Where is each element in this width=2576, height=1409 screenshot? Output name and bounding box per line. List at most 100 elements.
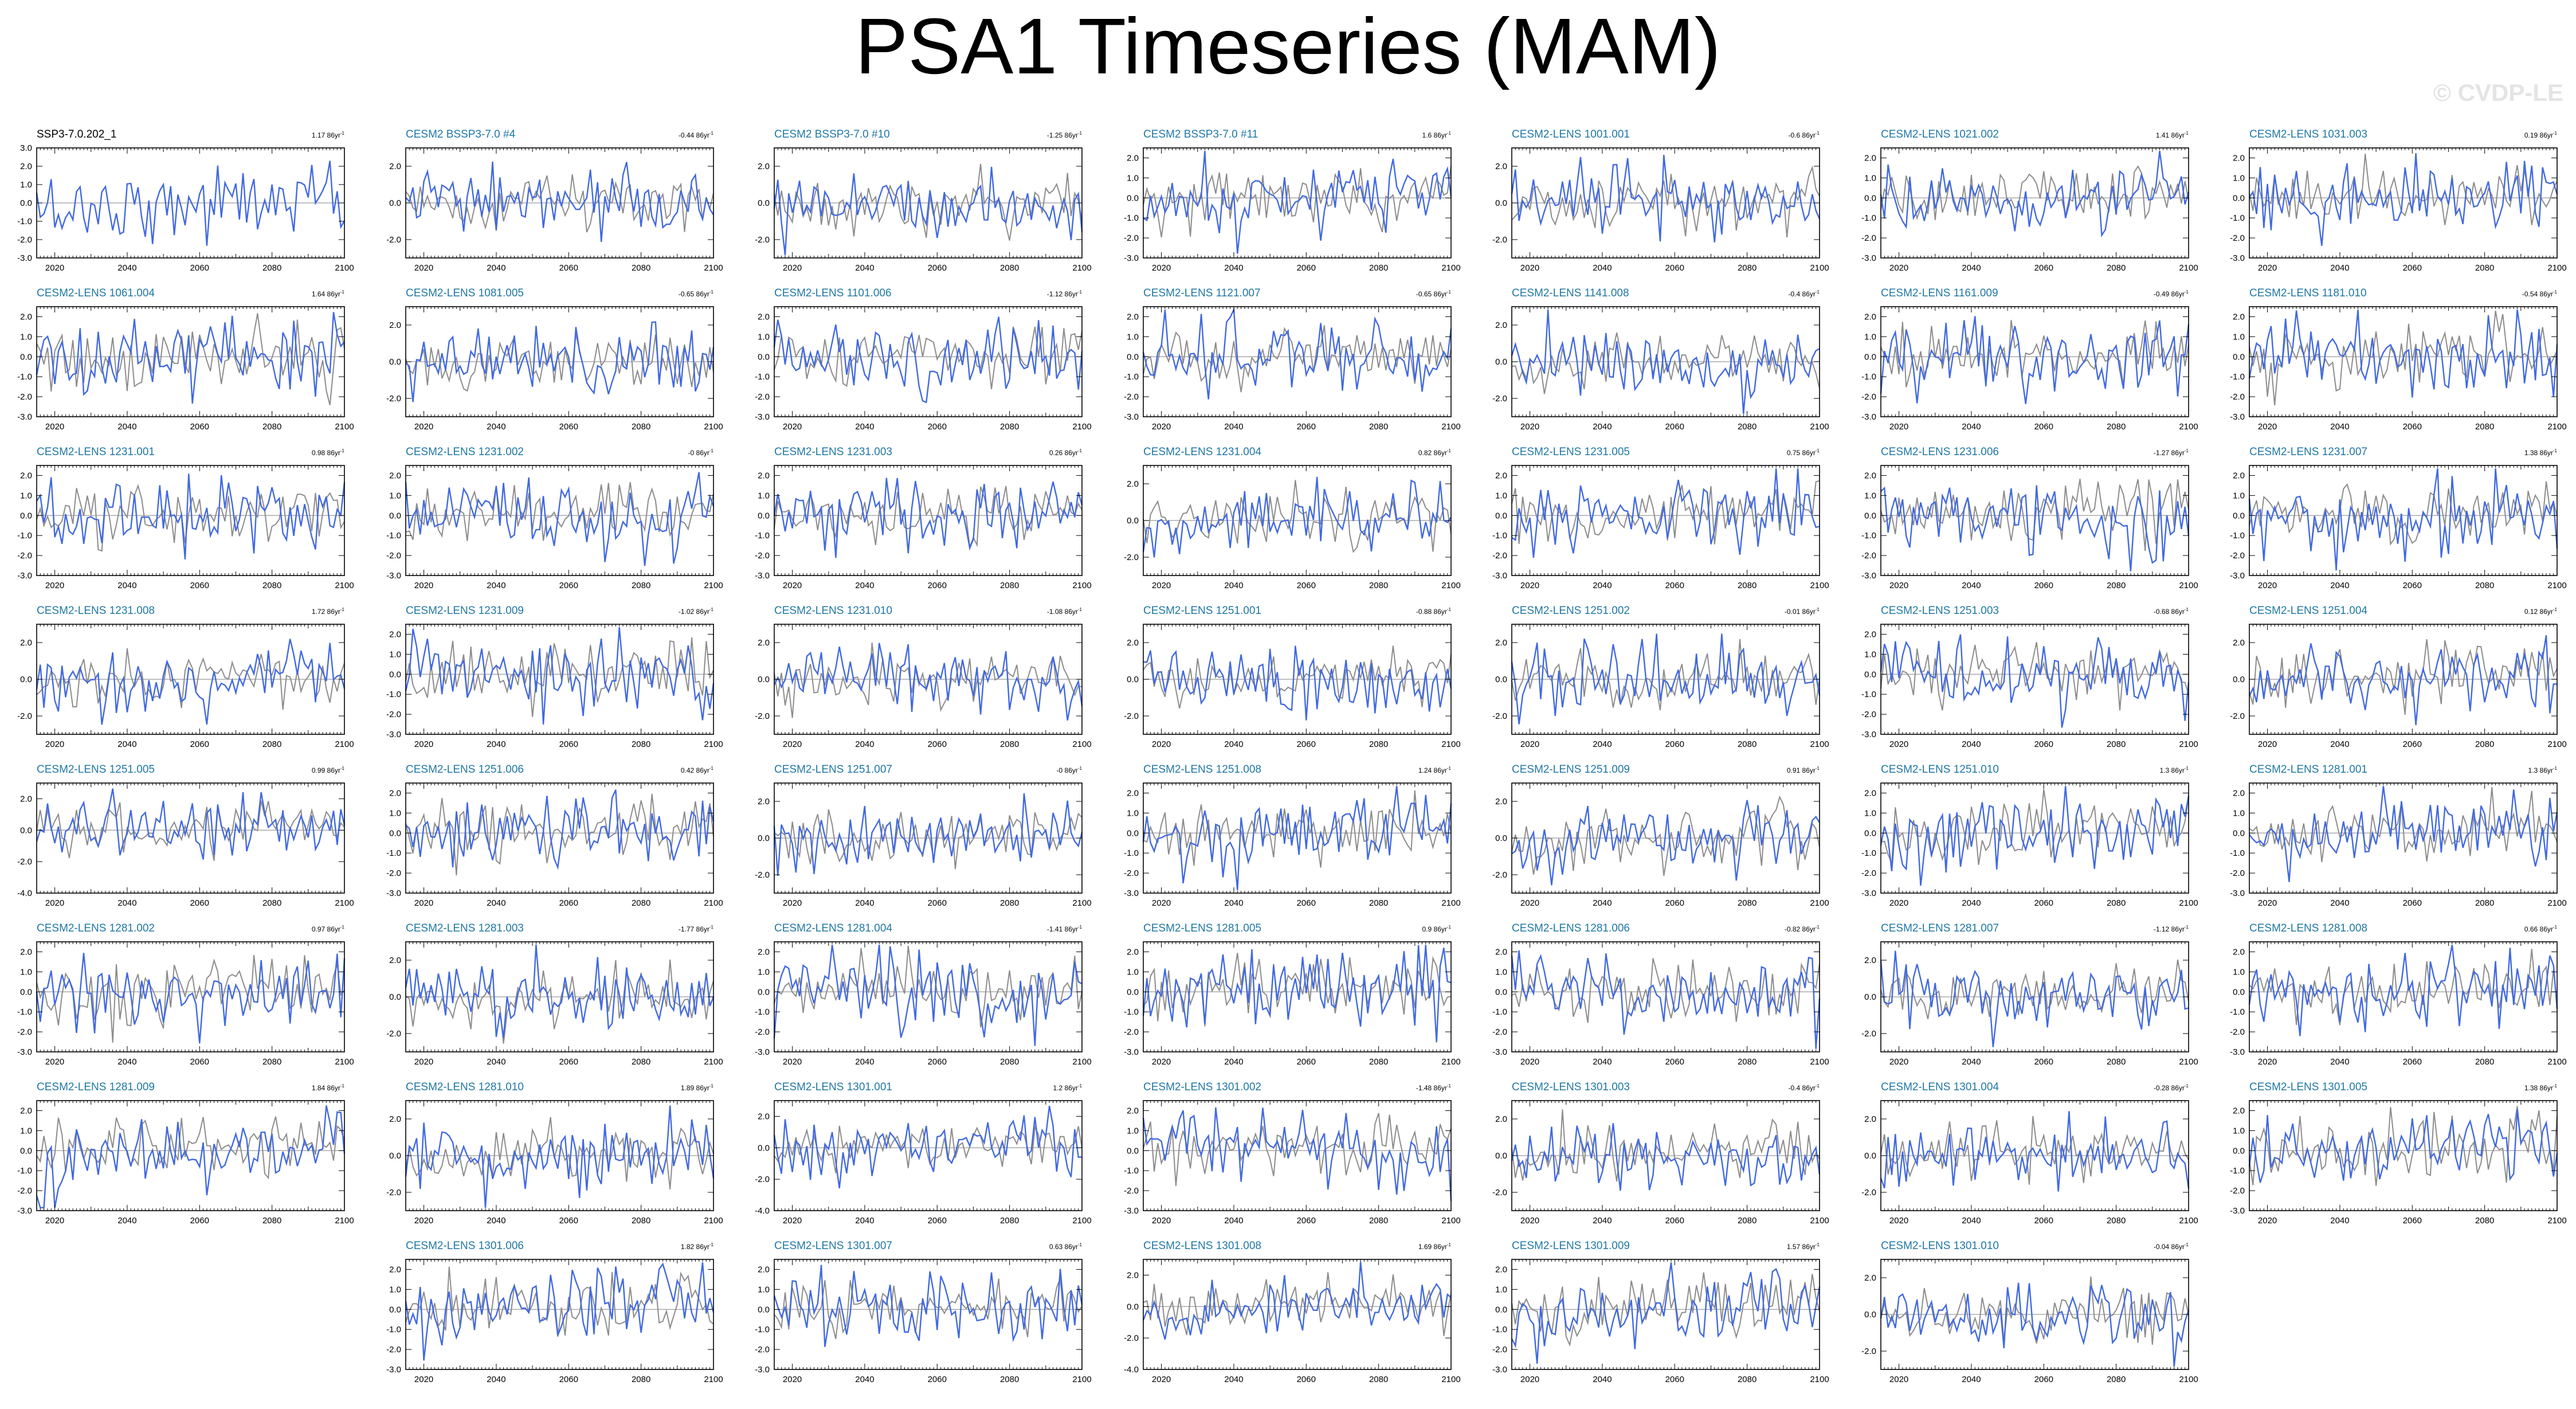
y-tick-label: -3.0	[1124, 253, 1139, 263]
plot-frame	[36, 306, 345, 417]
y-tick-label: -2.0	[1492, 551, 1507, 561]
panel-trend-label: 1.38 86yr-1	[2524, 448, 2557, 457]
y-tick-label: 2.0	[758, 471, 770, 480]
x-tick-label: 2100	[2179, 581, 2198, 590]
y-tick-label: -1.0	[1492, 531, 1507, 541]
x-tick-label: 2040	[2330, 263, 2349, 273]
x-tick-label: 2100	[704, 739, 723, 749]
x-tick-label: 2100	[1072, 739, 1091, 749]
x-tick-label: 2060	[928, 422, 947, 432]
y-tick-label: -3.0	[2230, 412, 2245, 422]
y-tick-label: -1.0	[755, 372, 770, 382]
panel-trend-exponent: -1	[709, 607, 713, 612]
panel-trend-label: -1.02 86yr-1	[679, 607, 713, 616]
x-tick-label: 2060	[2403, 422, 2422, 432]
y-tick-label: 2.0	[1127, 153, 1139, 163]
y-tick-label: -1.0	[17, 372, 32, 382]
y-tick-label: 2.0	[1127, 479, 1139, 489]
series-line-member	[1880, 485, 2190, 572]
panel-trend-label: -0.44 86yr-1	[679, 131, 713, 139]
x-tick-label: 2060	[1665, 581, 1684, 590]
x-tick-label: 2040	[855, 739, 874, 749]
panel-trend-label: -0.65 86yr-1	[1416, 289, 1451, 298]
x-tick-label: 2080	[1000, 739, 1019, 749]
panel-title: CESM2-LENS 1141.008	[1512, 287, 1629, 299]
x-tick-label: 2040	[487, 581, 505, 590]
panel-trend-exponent: -1	[709, 289, 713, 295]
y-tick-label: -1.0	[386, 690, 401, 699]
y-tick-label: -3.0	[1124, 412, 1139, 422]
x-tick-label: 2040	[855, 581, 874, 590]
chart-panel: CESM2-LENS 1231.009 -1.02 86yr-1 2020 2040 2…	[386, 605, 723, 749]
x-tick-label: 2060	[2034, 422, 2053, 432]
x-tick-label: 2060	[1665, 263, 1684, 273]
y-tick-label: -1.0	[2230, 531, 2245, 541]
x-tick-label: 2060	[2403, 581, 2422, 590]
y-tick-label: 2.0	[758, 312, 770, 322]
x-tick-label: 2020	[2258, 422, 2277, 432]
y-tick-label: 2.0	[758, 638, 770, 648]
panel-trend-label: -0.6 86yr-1	[1789, 131, 1820, 139]
y-tick-label: 0.0	[1127, 516, 1139, 526]
y-tick-label: -1.0	[17, 217, 32, 226]
x-tick-label: 2040	[487, 739, 505, 749]
x-tick-label: 2020	[1889, 581, 1908, 590]
panel-plot: 2020 2040 2060 2080 2100 3.0 2.0 1.0 0.0 -1.0 -2.0…	[17, 143, 354, 273]
x-tick-label: 2060	[559, 581, 578, 590]
panel-plot: 2020 2040 2060 2080 2100 2.0 1.0 0.0 -1.0 -2.0 -3.…	[1861, 465, 2198, 590]
series-line-member	[1511, 155, 1821, 242]
x-tick-label: 2060	[928, 263, 947, 273]
panel-trend-label: -0.65 86yr-1	[679, 289, 713, 298]
panel-trend-exponent: -1	[1077, 448, 1082, 453]
x-tick-label: 2060	[928, 739, 947, 749]
x-tick-label: 2080	[2475, 263, 2494, 273]
series-line-member	[2248, 468, 2558, 571]
plot-frame	[1511, 465, 1820, 576]
y-tick-label: -2.0	[2230, 233, 2245, 243]
x-tick-label: 2080	[2475, 422, 2494, 432]
chart-panel: CESM2-LENS 1231.008 1.72 86yr-1 2020 2040 20…	[17, 605, 354, 749]
chart-panel: SSP3-7.0.202_1 1.17 86yr-1 2020 2040 2060 208…	[17, 128, 354, 273]
panel-title: CESM2-LENS 1001.001	[1512, 128, 1630, 140]
panel-trend-label: -0.88 86yr-1	[1416, 607, 1451, 616]
x-tick-label: 2100	[335, 581, 354, 590]
x-tick-label: 2040	[487, 422, 505, 432]
panel-trend-label: -0 86yr-1	[688, 448, 713, 457]
y-tick-label: 0.0	[758, 352, 770, 362]
panel-trend-exponent: -1	[340, 289, 344, 295]
y-tick-label: 1.0	[1127, 173, 1139, 183]
y-tick-label: -1.0	[1861, 531, 1876, 541]
panel-plot: 2020 2040 2060 2080 2100 2.0 0.0 -2.0	[755, 624, 1092, 749]
y-tick-label: -2.0	[386, 394, 401, 404]
panel-trend-exponent: -1	[1446, 289, 1451, 295]
panel-trend-value: 1.38 86yr	[2524, 449, 2553, 457]
x-tick-label: 2100	[335, 422, 354, 432]
x-tick-label: 2020	[1152, 581, 1171, 590]
panel-plot: 2020 2040 2060 2080 2100 2.0 0.0 -2.0	[1492, 147, 1829, 273]
x-tick-label: 2080	[2107, 422, 2126, 432]
x-tick-label: 2040	[1593, 263, 1612, 273]
panel-title: CESM2-LENS 1231.004	[1143, 446, 1261, 458]
plot-frame	[1143, 306, 1452, 417]
y-tick-label: 0.0	[758, 511, 770, 520]
panel-title: CESM2-LENS 1231.001	[37, 446, 155, 458]
x-tick-label: 2040	[1224, 263, 1243, 273]
chart-panel: CESM2 BSSP3-7.0 #4 -0.44 86yr-1 2020 2040 20…	[386, 128, 723, 273]
y-tick-label: 2.0	[20, 471, 32, 480]
panel-title: CESM2-LENS 1021.002	[1881, 128, 1999, 140]
x-tick-label: 2020	[414, 422, 433, 432]
y-tick-label: 2.0	[389, 471, 401, 480]
y-tick-label: 0.0	[2233, 511, 2245, 520]
panel-title: CESM2-LENS 1251.001	[1143, 605, 1261, 617]
page-title: PSA1 Timeseries (MAM)	[855, 2, 1721, 91]
panel-title: CESM2-LENS 1231.003	[774, 446, 892, 458]
panel-trend-label: -1.12 86yr-1	[1047, 289, 1082, 298]
x-tick-label: 2080	[262, 263, 281, 273]
y-tick-label: 0.0	[389, 357, 401, 367]
chart-panel: CESM2-LENS 1161.009 -0.49 86yr-1 2020 2040 2…	[1861, 287, 2198, 432]
series-line-member	[1511, 309, 1820, 414]
panel-plot: 2020 2040 2060 2080 2100 2.0 0.0 -2.0	[1492, 306, 1829, 432]
y-tick-label: 2.0	[389, 629, 401, 639]
panel-title: CESM2-LENS 1161.009	[1881, 287, 1998, 299]
panel-trend-exponent: -1	[1815, 448, 1820, 453]
